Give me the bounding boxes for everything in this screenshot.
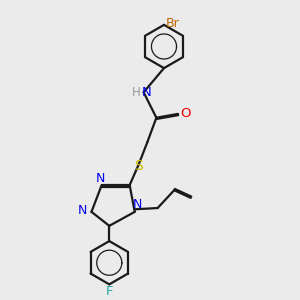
Text: N: N [133, 198, 142, 211]
Text: F: F [106, 286, 113, 298]
Text: Br: Br [166, 17, 180, 30]
Text: S: S [134, 159, 143, 173]
Text: N: N [142, 86, 152, 99]
Text: H: H [132, 86, 141, 99]
Text: O: O [180, 107, 191, 120]
Text: N: N [78, 204, 87, 217]
Text: N: N [96, 172, 105, 184]
